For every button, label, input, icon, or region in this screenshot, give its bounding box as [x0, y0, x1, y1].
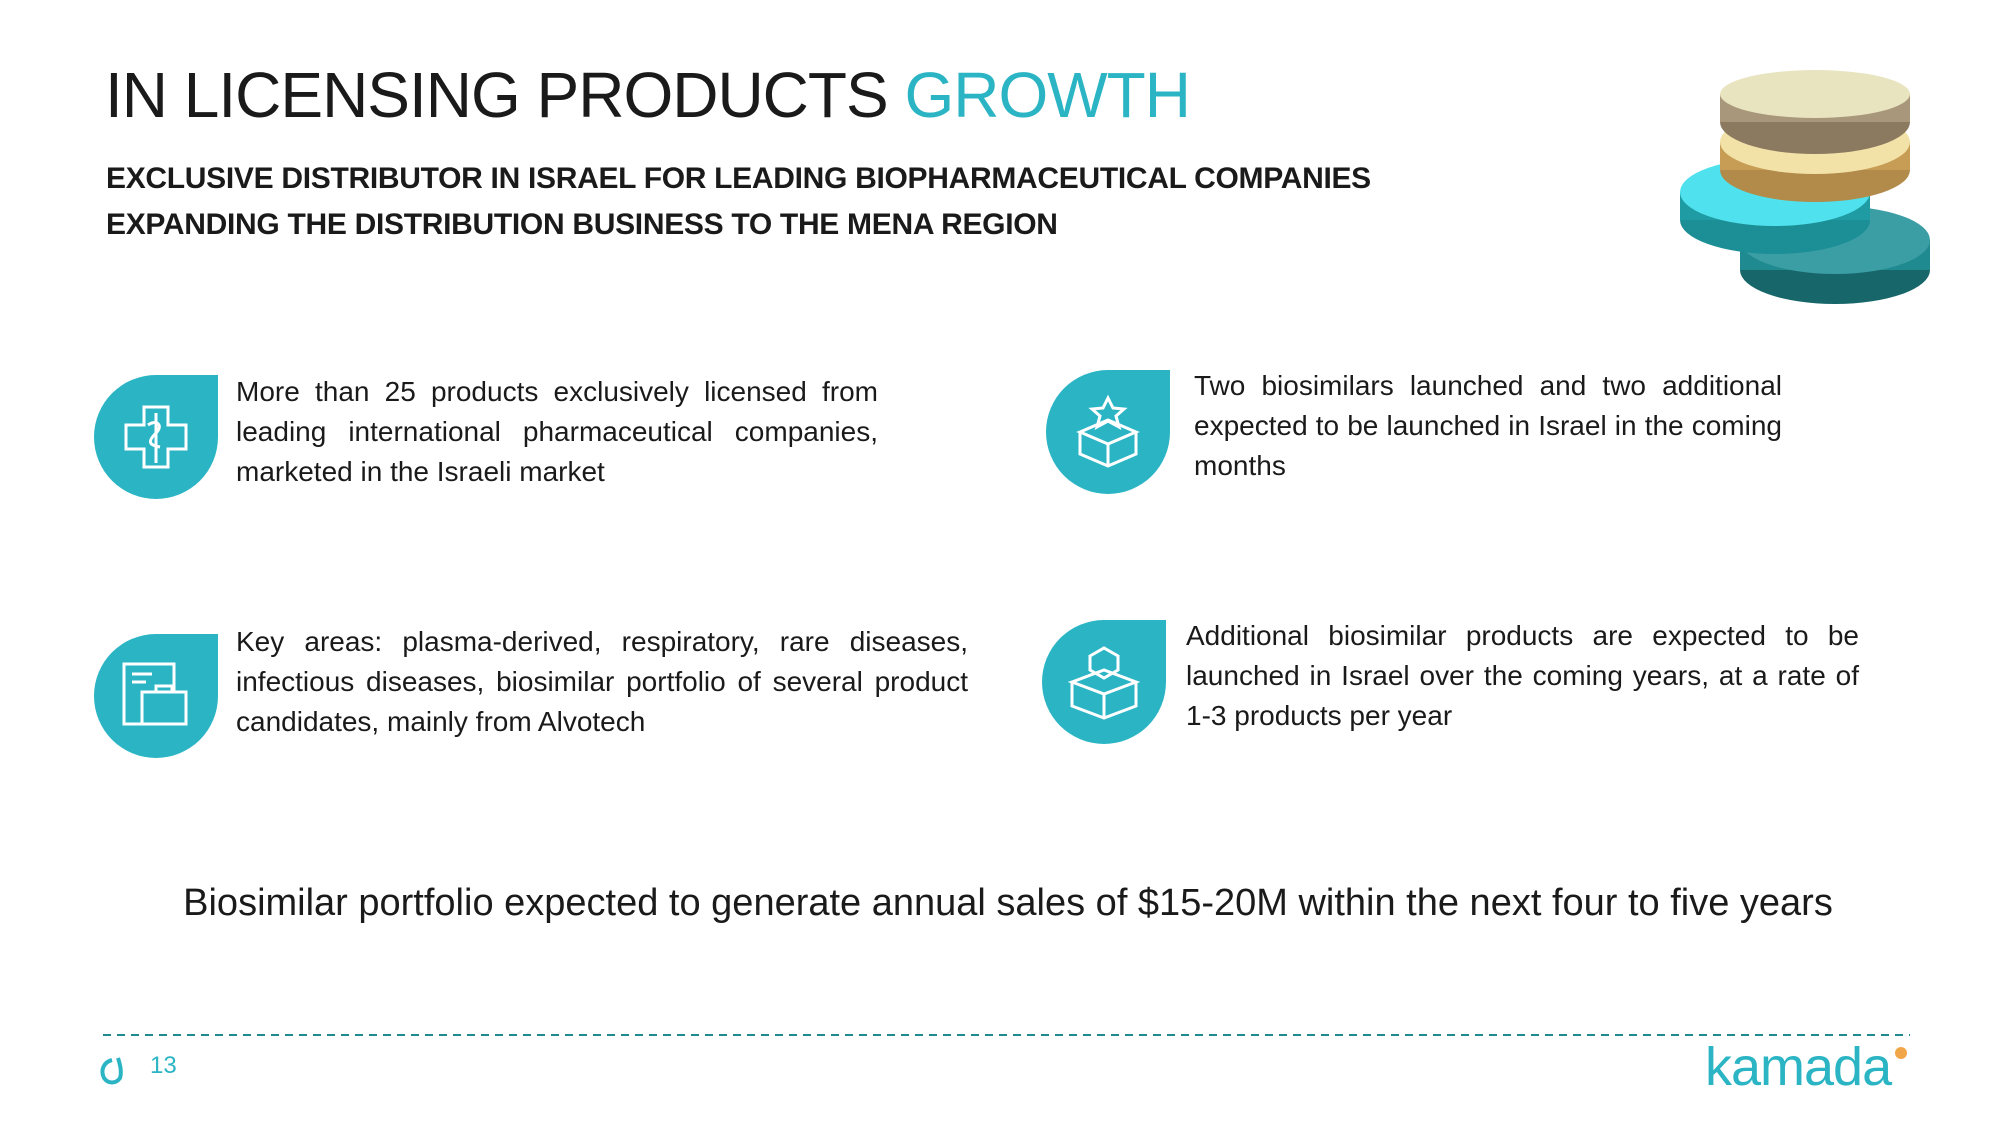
item-text: Two biosimilars launched and two additio…	[1194, 370, 1782, 481]
logo-mark	[100, 1057, 123, 1085]
icon	[94, 375, 218, 499]
item-text: Additional biosimilar products are expec…	[1186, 620, 1859, 731]
icon	[94, 634, 218, 758]
title-main: IN LICENSING PRODUCTS	[105, 59, 889, 131]
page-number: 13	[150, 1052, 177, 1079]
subtitle: EXPANDING THE DISTRIBUTION BUSINESS TO T…	[106, 208, 1058, 241]
stacked-discs	[1680, 70, 1930, 304]
subtitle: EXCLUSIVE DISTRIBUTOR IN ISRAEL FOR LEAD…	[106, 162, 1371, 195]
icon	[1046, 370, 1170, 494]
logo: kamada	[1705, 1037, 1892, 1097]
footer-graphics	[100, 1034, 1910, 1085]
item-text: Key areas: plasma-derived, respiratory, …	[236, 626, 968, 737]
item-text: More than 25 products exclusively licens…	[236, 376, 878, 487]
title: IN LICENSING PRODUCTS GROWTH	[105, 58, 1191, 132]
title-accent: GROWTH	[904, 59, 1190, 131]
statement: Biosimilar portfolio expected to generat…	[183, 882, 1833, 924]
icon	[1042, 620, 1166, 744]
logo-dot	[1895, 1047, 1907, 1059]
